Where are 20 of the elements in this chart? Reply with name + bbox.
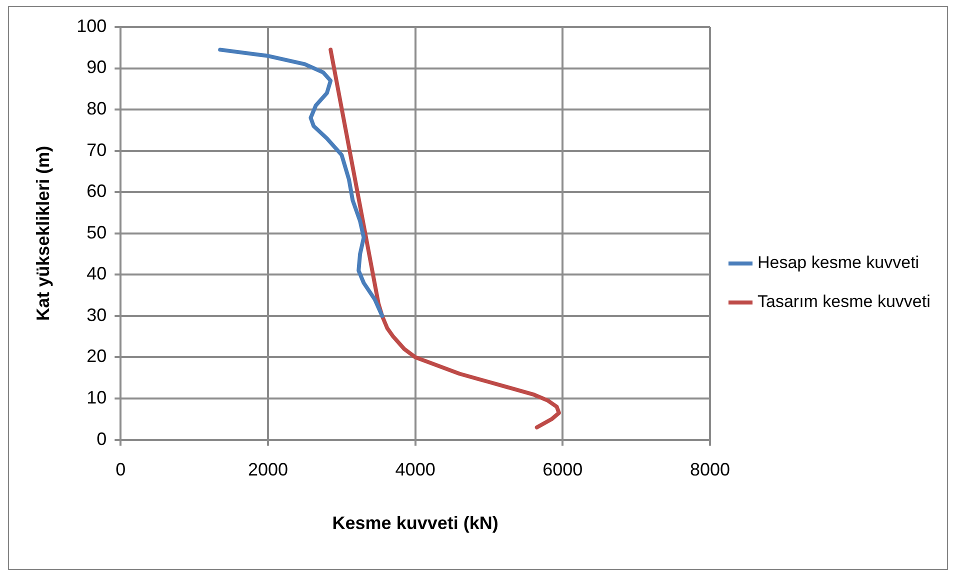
y-tick-label: 40 [86, 264, 107, 284]
y-tick-label: 50 [86, 222, 107, 242]
x-axis-title: Kesme kuvveti (kN) [332, 513, 498, 534]
y-tick-label: 90 [86, 57, 107, 78]
x-tick-label: 2000 [248, 460, 288, 480]
y-tick-label: 10 [86, 387, 107, 408]
y-tick-label: 30 [86, 304, 107, 325]
legend-label: Tasarım kesme kuvveti [758, 292, 930, 312]
y-tick-label: 80 [86, 98, 107, 119]
legend-label: Hesap kesme kuvveti [758, 253, 920, 272]
y-tick-label: 100 [76, 16, 107, 36]
x-tick-label: 0 [116, 460, 126, 480]
x-tick-label: 4000 [395, 460, 436, 480]
y-tick-label: 0 [96, 428, 107, 449]
x-tick-label: 8000 [690, 460, 730, 480]
y-tick-label: 20 [86, 346, 107, 366]
y-tick-label: 60 [86, 181, 107, 202]
y-axis-title: Kat yükseklikleri (m) [32, 146, 53, 321]
x-tick-label: 6000 [542, 460, 583, 480]
y-tick-label: 70 [86, 140, 107, 160]
